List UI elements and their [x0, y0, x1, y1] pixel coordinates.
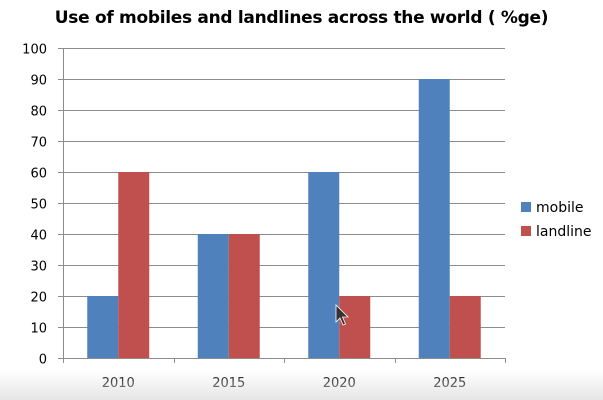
bar-mobile-2020 — [308, 172, 340, 358]
bar-mobile-2010 — [87, 296, 119, 358]
axes — [58, 48, 506, 363]
y-tick-label: 70 — [30, 136, 47, 151]
y-tick-label: 90 — [30, 74, 47, 89]
legend: mobile landline — [521, 200, 592, 240]
x-tick-label: 2010 — [102, 376, 135, 391]
y-tick-label: 60 — [30, 167, 47, 182]
bar-landline-2015 — [228, 234, 260, 358]
bar-landline-2025 — [449, 296, 481, 358]
x-tick-label: 2025 — [433, 376, 466, 391]
bar-landline-2020 — [339, 296, 371, 358]
x-tick-label: 2015 — [212, 376, 245, 391]
y-tick-label: 10 — [30, 322, 47, 337]
bar-mobile-2025 — [418, 79, 450, 358]
legend-swatch-landline — [521, 226, 531, 236]
y-tick-label: 80 — [30, 105, 47, 120]
bar-mobile-2015 — [197, 234, 229, 358]
legend-label-mobile: mobile — [536, 200, 583, 216]
y-tick-label: 40 — [30, 229, 47, 244]
y-tick-label: 30 — [30, 260, 47, 275]
y-tick-label: 100 — [22, 43, 47, 58]
y-tick-label: 50 — [30, 198, 47, 213]
y-tick-label: 20 — [30, 291, 47, 306]
bars — [87, 79, 481, 358]
chart-title: Use of mobiles and landlines across the … — [54, 8, 549, 28]
legend-swatch-mobile — [521, 202, 531, 212]
bar-landline-2010 — [118, 172, 150, 358]
y-tick-label: 0 — [39, 353, 47, 368]
mouse-pointer-icon — [335, 304, 349, 326]
x-tick-label: 2020 — [323, 376, 356, 391]
legend-label-landline: landline — [536, 224, 592, 240]
